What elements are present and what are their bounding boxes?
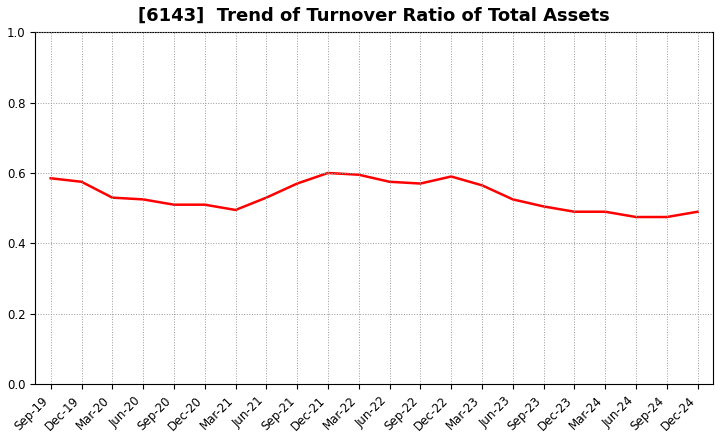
Title: [6143]  Trend of Turnover Ratio of Total Assets: [6143] Trend of Turnover Ratio of Total … (138, 7, 610, 25)
